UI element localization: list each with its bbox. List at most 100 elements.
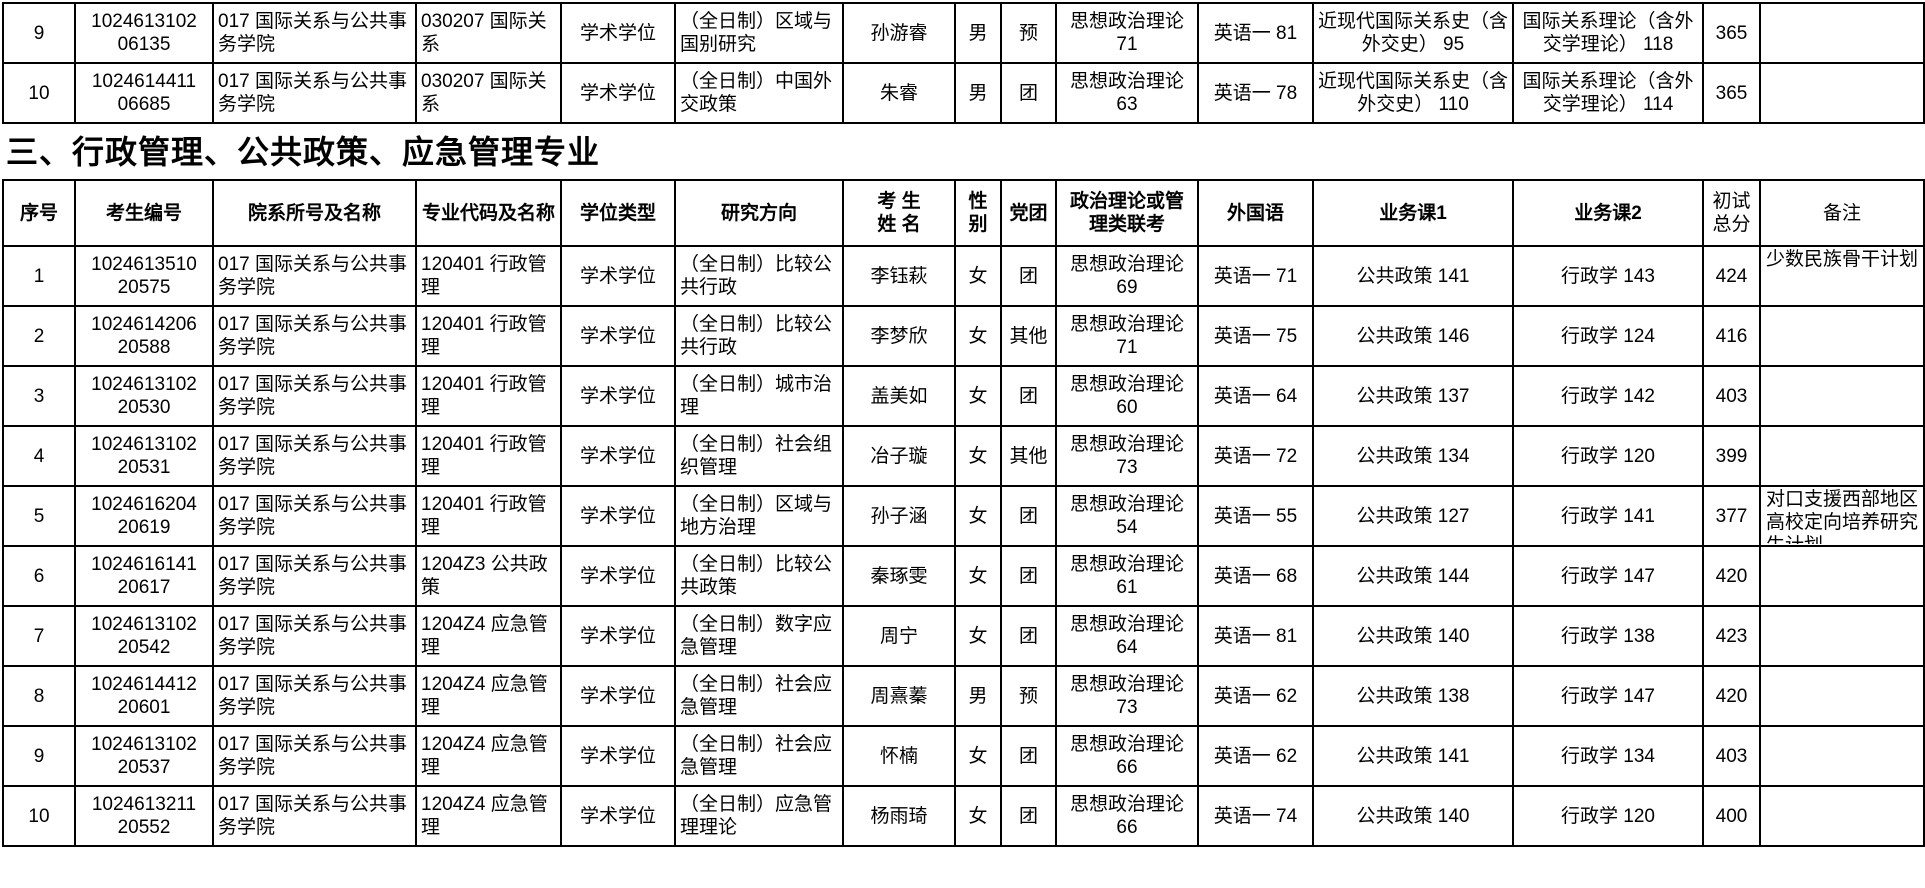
table-row: 7 1024613102 20542 017 国际关系与公共事务学院 1204Z… bbox=[2, 605, 1925, 667]
cell-foreign-language-score: 英语一 68 bbox=[1197, 545, 1314, 607]
header-politics: 政治理论或管理类联考 bbox=[1055, 179, 1199, 247]
cell-total-score: 399 bbox=[1702, 425, 1761, 487]
cell-remark bbox=[1759, 2, 1925, 64]
cell-research-direction: （全日制）区域与国别研究 bbox=[674, 2, 844, 64]
cell-remark: 少数民族骨干计划 bbox=[1759, 245, 1925, 307]
cell-course2-score: 行政学 147 bbox=[1512, 545, 1704, 607]
cell-department: 017 国际关系与公共事务学院 bbox=[212, 485, 417, 547]
cell-department: 017 国际关系与公共事务学院 bbox=[212, 665, 417, 727]
cell-total-score: 377 bbox=[1702, 485, 1761, 547]
cell-total-score: 365 bbox=[1702, 2, 1761, 64]
cell-remark bbox=[1759, 605, 1925, 667]
cell-candidate-id: 1024616141 20617 bbox=[74, 545, 214, 607]
cell-department: 017 国际关系与公共事务学院 bbox=[212, 2, 417, 64]
header-gender: 性 别 bbox=[954, 179, 1002, 247]
cell-degree-type: 学术学位 bbox=[560, 785, 676, 847]
cell-research-direction: （全日制）城市治理 bbox=[674, 365, 844, 427]
cell-party-league: 团 bbox=[1000, 245, 1057, 307]
cell-major: 1204Z4 应急管理 bbox=[415, 665, 562, 727]
cell-degree-type: 学术学位 bbox=[560, 62, 676, 124]
cell-party-league: 预 bbox=[1000, 665, 1057, 727]
cell-course1-score: 公共政策 141 bbox=[1312, 245, 1514, 307]
cell-total-score: 416 bbox=[1702, 305, 1761, 367]
cell-research-direction: （全日制）应急管理理论 bbox=[674, 785, 844, 847]
cell-gender: 男 bbox=[954, 665, 1002, 727]
cell-row-number: 9 bbox=[2, 2, 76, 64]
table-row: 10 1024614411 06685 017 国际关系与公共事务学院 0302… bbox=[2, 62, 1925, 124]
header-major: 专业代码及名称 bbox=[415, 179, 562, 247]
cell-research-direction: （全日制）比较公共行政 bbox=[674, 305, 844, 367]
cell-remark: 对口支援西部地区高校定向培养研究生计划 bbox=[1759, 485, 1925, 547]
table-row: 9 1024613102 20537 017 国际关系与公共事务学院 1204Z… bbox=[2, 725, 1925, 787]
cell-department: 017 国际关系与公共事务学院 bbox=[212, 545, 417, 607]
cell-candidate-name: 孙游睿 bbox=[842, 2, 956, 64]
header-candidate-name: 考 生 姓 名 bbox=[842, 179, 956, 247]
cell-course1-score: 公共政策 127 bbox=[1312, 485, 1514, 547]
cell-party-league: 团 bbox=[1000, 785, 1057, 847]
cell-party-league: 团 bbox=[1000, 605, 1057, 667]
cell-politics-score: 思想政治理论 71 bbox=[1055, 305, 1199, 367]
table-row: 1 1024613510 20575 017 国际关系与公共事务学院 12040… bbox=[2, 245, 1925, 307]
cell-course2-score: 行政学 120 bbox=[1512, 785, 1704, 847]
cell-row-number: 10 bbox=[2, 62, 76, 124]
cell-gender: 女 bbox=[954, 725, 1002, 787]
cell-row-number: 4 bbox=[2, 425, 76, 487]
cell-foreign-language-score: 英语一 62 bbox=[1197, 725, 1314, 787]
cell-party-league: 预 bbox=[1000, 2, 1057, 64]
cell-total-score: 365 bbox=[1702, 62, 1761, 124]
cell-research-direction: （全日制）数字应急管理 bbox=[674, 605, 844, 667]
cell-course1-score: 公共政策 141 bbox=[1312, 725, 1514, 787]
cell-foreign-language-score: 英语一 72 bbox=[1197, 425, 1314, 487]
cell-gender: 女 bbox=[954, 245, 1002, 307]
cell-politics-score: 思想政治理论 61 bbox=[1055, 545, 1199, 607]
cell-candidate-id: 1024613510 20575 bbox=[74, 245, 214, 307]
cell-candidate-name: 朱睿 bbox=[842, 62, 956, 124]
cell-remark bbox=[1759, 425, 1925, 487]
cell-course1-score: 公共政策 144 bbox=[1312, 545, 1514, 607]
cell-party-league: 团 bbox=[1000, 545, 1057, 607]
cell-major: 1204Z4 应急管理 bbox=[415, 785, 562, 847]
table-row: 6 1024616141 20617 017 国际关系与公共事务学院 1204Z… bbox=[2, 545, 1925, 607]
cell-politics-score: 思想政治理论 73 bbox=[1055, 425, 1199, 487]
cell-row-number: 9 bbox=[2, 725, 76, 787]
cell-candidate-id: 1024613102 20531 bbox=[74, 425, 214, 487]
cell-row-number: 7 bbox=[2, 605, 76, 667]
cell-course1-score: 公共政策 134 bbox=[1312, 425, 1514, 487]
cell-remark bbox=[1759, 785, 1925, 847]
cell-course2-score: 行政学 141 bbox=[1512, 485, 1704, 547]
header-course1: 业务课1 bbox=[1312, 179, 1514, 247]
cell-course2-score: 行政学 138 bbox=[1512, 605, 1704, 667]
cell-candidate-id: 1024614412 20601 bbox=[74, 665, 214, 727]
table-row: 9 1024613102 06135 017 国际关系与公共事务学院 03020… bbox=[2, 2, 1925, 64]
cell-gender: 男 bbox=[954, 2, 1002, 64]
cell-party-league: 其他 bbox=[1000, 305, 1057, 367]
header-department: 院系所号及名称 bbox=[212, 179, 417, 247]
cell-degree-type: 学术学位 bbox=[560, 605, 676, 667]
cell-row-number: 1 bbox=[2, 245, 76, 307]
cell-candidate-name: 周熹蓁 bbox=[842, 665, 956, 727]
cell-foreign-language-score: 英语一 81 bbox=[1197, 2, 1314, 64]
previous-section-table: 9 1024613102 06135 017 国际关系与公共事务学院 03020… bbox=[2, 2, 1925, 124]
cell-total-score: 423 bbox=[1702, 605, 1761, 667]
cell-foreign-language-score: 英语一 78 bbox=[1197, 62, 1314, 124]
cell-degree-type: 学术学位 bbox=[560, 305, 676, 367]
cell-row-number: 10 bbox=[2, 785, 76, 847]
cell-candidate-id: 1024614411 06685 bbox=[74, 62, 214, 124]
cell-candidate-name: 孙子涵 bbox=[842, 485, 956, 547]
cell-party-league: 团 bbox=[1000, 365, 1057, 427]
cell-total-score: 400 bbox=[1702, 785, 1761, 847]
cell-degree-type: 学术学位 bbox=[560, 2, 676, 64]
cell-candidate-name: 怀楠 bbox=[842, 725, 956, 787]
cell-research-direction: （全日制）区域与地方治理 bbox=[674, 485, 844, 547]
cell-total-score: 403 bbox=[1702, 365, 1761, 427]
cell-politics-score: 思想政治理论 60 bbox=[1055, 365, 1199, 427]
cell-remark bbox=[1759, 365, 1925, 427]
header-row: 序号 考生编号 院系所号及名称 专业代码及名称 学位类型 研究方向 考 生 姓 … bbox=[2, 179, 1925, 247]
cell-remark bbox=[1759, 62, 1925, 124]
cell-gender: 女 bbox=[954, 425, 1002, 487]
cell-candidate-name: 杨雨琦 bbox=[842, 785, 956, 847]
table-row: 8 1024614412 20601 017 国际关系与公共事务学院 1204Z… bbox=[2, 665, 1925, 727]
cell-degree-type: 学术学位 bbox=[560, 725, 676, 787]
cell-politics-score: 思想政治理论 54 bbox=[1055, 485, 1199, 547]
cell-department: 017 国际关系与公共事务学院 bbox=[212, 725, 417, 787]
